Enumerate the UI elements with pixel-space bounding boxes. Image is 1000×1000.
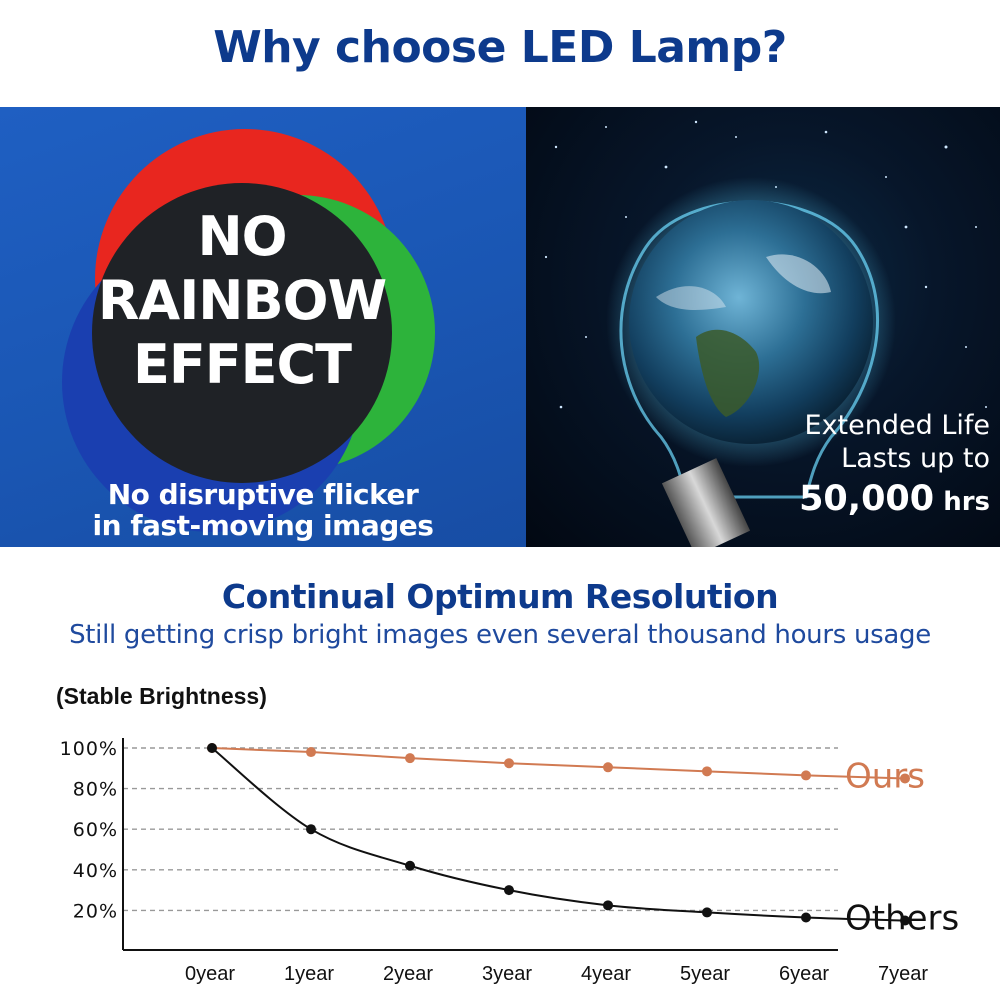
x-tick-label: 3year: [482, 963, 532, 985]
no-rainbow-line-2: RAINBOW: [97, 269, 387, 332]
x-tick-label: 0year: [185, 963, 235, 985]
y-tick-label: 80%: [73, 779, 118, 801]
earth-bulb-image: [544, 120, 987, 547]
data-point-others: [306, 824, 316, 835]
center-dark-circle: [92, 183, 392, 483]
no-rainbow-line-3: EFFECT: [132, 333, 352, 396]
data-point-ours: [504, 758, 514, 769]
y-tick-label: 60%: [73, 819, 118, 841]
brightness-chart: (Stable Brightness) 100% 80% 60% 40% 20% 0year…: [56, 683, 959, 985]
series-line-ours: [211, 747, 906, 780]
flicker-caption-line-1: No disruptive flicker: [107, 478, 419, 511]
section-title: Continual Optimum Resolution: [221, 577, 779, 616]
lasts-up-to-line: Lasts up to: [841, 443, 990, 474]
x-tick-label: 5year: [680, 963, 730, 985]
data-point-ours: [405, 753, 415, 764]
x-tick-label: 4year: [581, 963, 631, 985]
no-rainbow-heading: NO RAINBOW EFFECT: [92, 205, 392, 397]
flicker-caption-line-2: in fast-moving images: [92, 509, 434, 542]
earth-bulb-panel: Extended Life Lasts up to 50,000 hrs: [526, 107, 1000, 547]
section-subtitle: Still getting crisp bright images even s…: [69, 620, 931, 650]
data-point-others: [603, 900, 613, 911]
data-point-others: [702, 907, 712, 918]
series-label-others: Others: [845, 899, 959, 939]
data-point-ours: [801, 770, 811, 781]
x-tick-label: 2year: [383, 963, 433, 985]
x-tick-label: 1year: [284, 963, 334, 985]
data-point-others: [504, 885, 514, 896]
hours-line: 50,000 hrs: [799, 475, 990, 526]
y-tick-label: 20%: [73, 900, 118, 922]
no-rainbow-line-1: NO: [197, 205, 287, 268]
extended-life-text: Extended Life Lasts up to 50,000 hrs: [799, 409, 990, 526]
data-point-others: [405, 860, 415, 871]
data-point-others: [900, 915, 910, 926]
extended-life-line: Extended Life: [804, 410, 990, 441]
hours-unit: hrs: [934, 487, 990, 517]
x-tick-label: 7year: [878, 963, 928, 985]
data-point-others: [207, 743, 217, 753]
data-point-ours: [603, 762, 613, 773]
chart-title: (Stable Brightness): [56, 683, 267, 709]
data-point-ours: [702, 766, 712, 777]
y-tick-label: 100%: [60, 738, 118, 760]
series-line-others: [211, 747, 906, 922]
no-rainbow-panel: NO RAINBOW EFFECT No disruptive flicker …: [0, 107, 526, 547]
x-tick-label: 6year: [779, 963, 829, 985]
data-point-ours: [900, 773, 910, 784]
y-tick-label: 40%: [73, 860, 118, 882]
series-label-ours: Ours: [845, 756, 925, 796]
hours-value: 50,000: [799, 479, 935, 519]
page-title: Why choose LED Lamp?: [213, 22, 787, 73]
data-point-ours: [306, 747, 316, 758]
data-point-others: [801, 912, 811, 923]
flicker-caption: No disruptive flicker in fast-moving ima…: [0, 479, 526, 541]
